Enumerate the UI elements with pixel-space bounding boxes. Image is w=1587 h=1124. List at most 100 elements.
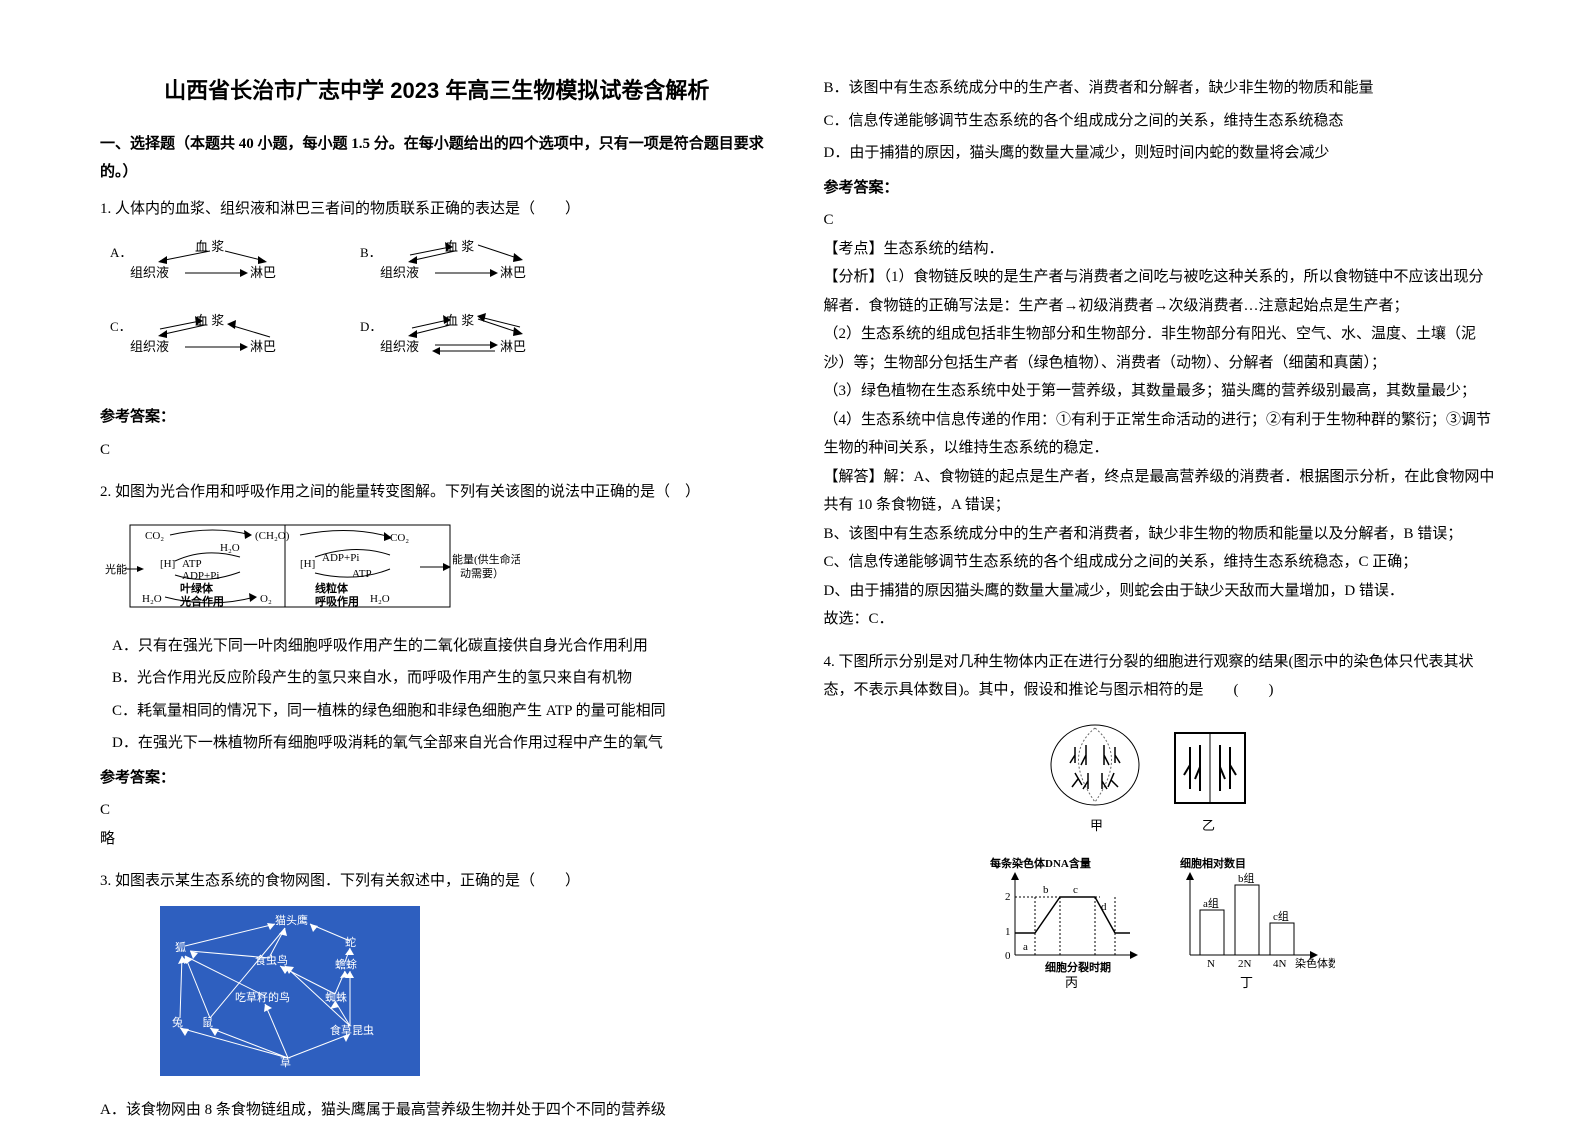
q4-a: a xyxy=(1023,941,1028,953)
q3-gx: 故选：C． xyxy=(824,605,1498,634)
q4-n4: 4N xyxy=(1273,958,1287,970)
q2-h2o-t: H₂O xyxy=(220,542,240,554)
q3-jdB: B、该图中有生态系统成分中的生产者和消费者，缺少非生物的物质和能量以及分解者，B… xyxy=(824,520,1498,549)
question-4-figure-top: 甲 乙 xyxy=(824,715,1498,845)
q4-n: N xyxy=(1207,958,1215,970)
q1-a-lb: 淋巴 xyxy=(250,265,276,280)
q2-answer: C xyxy=(100,796,774,825)
q2-energy2: 动需要） xyxy=(460,567,504,580)
q1-label-d: D． xyxy=(360,319,382,334)
q3-answer: C xyxy=(824,206,1498,235)
q2-atp-l: ATP xyxy=(182,558,202,570)
right-column: B．该图中有生态系统成分中的生产者、消费者和分解者，缺少非生物的物质和能量 C．… xyxy=(824,70,1498,1082)
exam-title: 山西省长治市广志中学 2023 年高三生物模拟试卷含解析 xyxy=(100,70,774,112)
q1-answer-label: 参考答案： xyxy=(100,403,774,432)
q1-d-lb: 淋巴 xyxy=(500,339,526,354)
q2-co2-r: CO₂ xyxy=(390,532,409,544)
q2-opt-d: D．在强光下一株植物所有细胞呼吸消耗的氧气全部来自光合作用过程中产生的氧气 xyxy=(112,729,774,758)
q4-b: b xyxy=(1043,884,1049,896)
question-3-stem: 3. 如图表示某生态系统的食物网图．下列有关叙述中，正确的是（ ） xyxy=(100,867,774,896)
q4-v2: 2 xyxy=(1005,891,1011,903)
q4-c: c xyxy=(1073,884,1078,896)
q3-opt-b: B．该图中有生态系统成分中的生产者、消费者和分解者，缺少非生物的物质和能量 xyxy=(824,74,1498,103)
q3-fx2: （2）生态系统的组成包括非生物部分和生物部分．非生物部分有阳光、空气、水、温度、… xyxy=(824,320,1498,377)
q2-energy1: 能量(供生命活 xyxy=(452,552,520,566)
q1-b-zzy: 组织液 xyxy=(380,265,419,280)
q2-note: 略 xyxy=(100,825,774,854)
q3-answer-label: 参考答案： xyxy=(824,174,1498,203)
question-4-figure-bottom: 每条染色体DNA含量 2 1 0 a b c d 细胞分裂时期 丙 细胞相对数目 xyxy=(824,855,1498,995)
question-4-stem: 4. 下图所示分别是对几种生物体内正在进行分裂的细胞进行观察的结果(图示中的染色… xyxy=(824,648,1498,705)
q2-atp-r: ATP xyxy=(352,568,372,580)
q4-n2: 2N xyxy=(1238,958,1252,970)
q4-jia: 甲 xyxy=(1090,818,1103,833)
node-tu: 兔 xyxy=(172,1015,183,1029)
q1-b-lb: 淋巴 xyxy=(500,265,526,280)
section-1-heading: 一、选择题（本题共 40 小题，每小题 1.5 分。在每小题给出的四个选项中，只… xyxy=(100,130,774,187)
node-sckc: 食草昆虫 xyxy=(330,1023,374,1037)
q3-opt-c: C．信息传递能够调节生态系统的各个组成成分之间的关系，维持生态系统稳态 xyxy=(824,107,1498,136)
q2-xlt: 线粒体 xyxy=(315,581,349,595)
q2-opt-c: C．耗氧量相同的情况下，同一植株的绿色细胞和非绿色细胞产生 ATP 的量可能相同 xyxy=(112,697,774,726)
q4-bing: 丙 xyxy=(1065,975,1078,990)
q3-jdD: D、由于捕猎的原因猫头鹰的数量大量减少，则蛇会由于缺少天敌而大量增加，D 错误． xyxy=(824,577,1498,606)
q4-charts-svg: 每条染色体DNA含量 2 1 0 a b c d 细胞分裂时期 丙 细胞相对数目 xyxy=(985,855,1335,995)
q3-jd: 【解答】解：A、食物链的起点是生产者，终点是最高营养级的消费者．根据图示分析，在… xyxy=(824,463,1498,520)
question-2-figure: CO₂ (CH₂O) H₂O [H] ATP ADP+Pi 光能 H₂O 叶绿体… xyxy=(100,517,774,622)
q2-h-r: [H] xyxy=(300,558,315,570)
q2-diagram-svg: CO₂ (CH₂O) H₂O [H] ATP ADP+Pi 光能 H₂O 叶绿体… xyxy=(100,517,520,622)
q2-light: 光能 xyxy=(105,562,127,576)
q3-fx3: （3）绿色植物在生态系统中处于第一营养级，其数量最多；猫头鹰的营养级别最高，其数… xyxy=(824,377,1498,406)
q2-h-l: [H] xyxy=(160,558,175,570)
q4-ry: 细胞相对数目 xyxy=(1180,856,1246,870)
q2-ch2o: (CH₂O) xyxy=(255,530,290,542)
q2-answer-label: 参考答案： xyxy=(100,764,774,793)
question-1-figure: A． 血 浆 组织液 淋巴 B． 血 浆 组织液 淋巴 C． 血 浆 组织液 淋… xyxy=(100,233,774,393)
q3-fx4: （4）生态系统中信息传递的作用：①有利于正常生命活动的进行；②有利于生物种群的繁… xyxy=(824,406,1498,463)
q1-label-a: A． xyxy=(110,245,132,260)
q4-a2: a组 xyxy=(1203,896,1219,910)
q4-yi: 乙 xyxy=(1202,818,1215,833)
node-czn: 吃草籽的鸟 xyxy=(235,990,290,1004)
q3-opt-a: A．该食物网由 8 条食物链组成，猫头鹰属于最高营养级生物并处于四个不同的营养级 xyxy=(100,1096,774,1124)
q3-fx: 【分析】（1）食物链反映的是生产者与消费者之间吃与被吃这种关系的，所以食物链中不… xyxy=(824,263,1498,320)
q2-ylt: 叶绿体 xyxy=(180,581,214,595)
q4-ylabel: 每条染色体DNA含量 xyxy=(990,856,1091,870)
question-3-figure: 猫头鹰 狐 蛇 食虫鸟 蟾蜍 蜘蛛 吃草籽的鸟 兔 鼠 食草昆虫 草 xyxy=(160,906,774,1086)
node-scn: 食虫鸟 xyxy=(255,953,288,967)
q1-diagram-svg: A． 血 浆 组织液 淋巴 B． 血 浆 组织液 淋巴 C． 血 浆 组织液 淋… xyxy=(100,233,570,393)
q1-answer: C xyxy=(100,436,774,465)
q2-h2o-bl: H₂O xyxy=(142,593,162,605)
q1-label-b: B． xyxy=(360,245,382,260)
node-she: 蛇 xyxy=(345,935,356,949)
left-column: 山西省长治市广志中学 2023 年高三生物模拟试卷含解析 一、选择题（本题共 4… xyxy=(100,70,774,1082)
q2-o2-l: O₂ xyxy=(260,593,272,605)
question-1-stem: 1. 人体内的血浆、组织液和淋巴三者间的物质联系正确的表达是（ ） xyxy=(100,195,774,224)
q3-kd: 【考点】生态系统的结构． xyxy=(824,235,1498,264)
q4-o1: 0 xyxy=(1005,950,1011,962)
q1-a-xj: 血 浆 xyxy=(195,239,224,254)
q4-d: d xyxy=(1101,901,1107,913)
q3-opt-d: D．由于捕猎的原因，猫头鹰的数量大量减少，则短时间内蛇的数量将会减少 xyxy=(824,139,1498,168)
q1-c-lb: 淋巴 xyxy=(250,339,276,354)
q2-right: 呼吸作用 xyxy=(315,594,359,608)
q4-ding: 丁 xyxy=(1240,975,1253,990)
q3-jdC: C、信息传递能够调节生态系统的各个组成成分之间的关系，维持生态系统稳态，C 正确… xyxy=(824,548,1498,577)
q2-opt-b: B．光合作用光反应阶段产生的氢只来自水，而呼吸作用产生的氢只来自有机物 xyxy=(112,664,774,693)
q4-v1: 1 xyxy=(1005,926,1011,938)
q1-label-c: C． xyxy=(110,319,132,334)
q2-adp-r: ADP+Pi xyxy=(322,552,359,564)
q4-cells-svg: 甲 乙 xyxy=(1040,715,1280,845)
q2-h2o-r: H₂O xyxy=(370,593,390,605)
q4-c2: c组 xyxy=(1273,909,1289,923)
q1-d-zzy: 组织液 xyxy=(380,339,419,354)
q4-xlabel: 细胞分裂时期 xyxy=(1045,960,1111,974)
q2-opt-a: A．只有在强光下同一叶肉细胞呼吸作用产生的二氧化碳直接供自身光合作用利用 xyxy=(112,632,774,661)
question-2-stem: 2. 如图为光合作用和呼吸作用之间的能量转变图解。下列有关该图的说法中正确的是（… xyxy=(100,478,774,507)
q4-rx: 染色体数 xyxy=(1295,956,1335,970)
q4-b2: b组 xyxy=(1238,871,1255,885)
node-mty: 猫头鹰 xyxy=(275,913,308,927)
q1-a-zzy: 组织液 xyxy=(130,265,169,280)
q2-adp-l: ADP+Pi xyxy=(182,570,219,582)
q3-foodweb-svg: 猫头鹰 狐 蛇 食虫鸟 蟾蜍 蜘蛛 吃草籽的鸟 兔 鼠 食草昆虫 草 xyxy=(160,906,460,1086)
